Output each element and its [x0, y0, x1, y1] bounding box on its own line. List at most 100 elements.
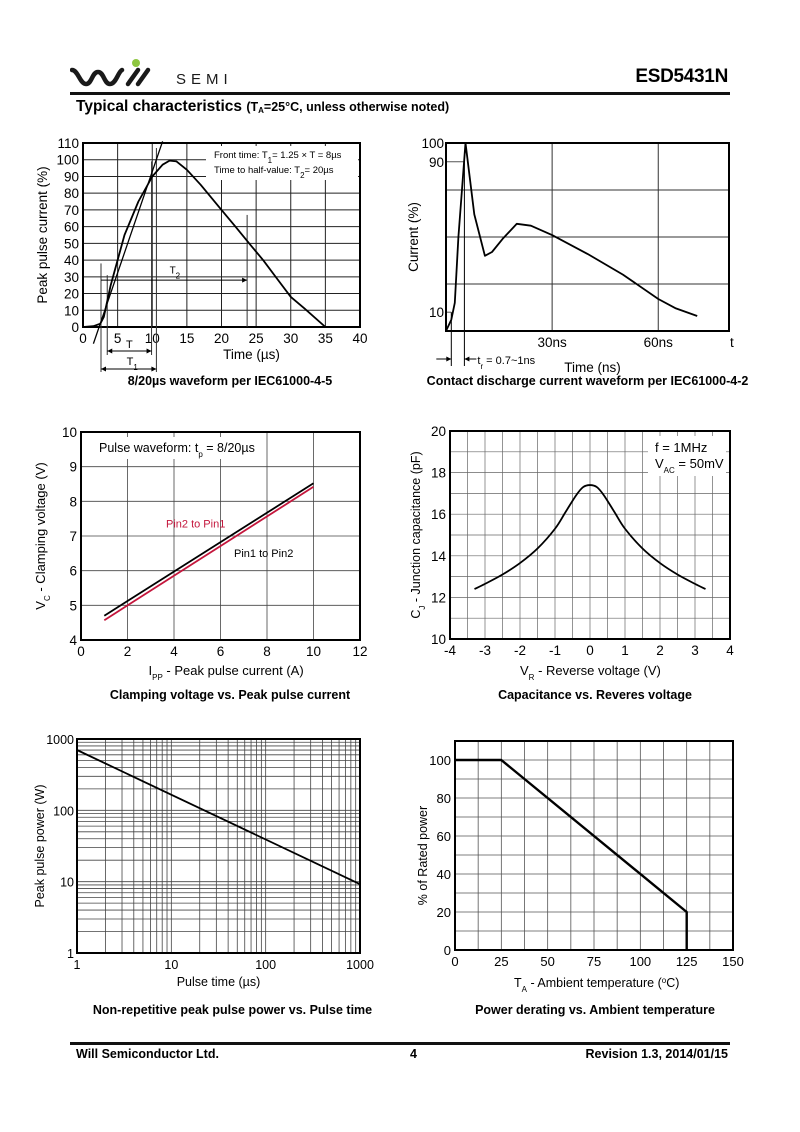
y-tick-label: 4 [69, 633, 77, 648]
y-tick-label: 10 [429, 305, 444, 320]
plot-frame [454, 740, 734, 951]
plot-frame [82, 142, 361, 328]
x-tick-label: -2 [514, 643, 526, 658]
annotation-pulse-waveform: Pulse waveform: tp = 8/20µs [99, 441, 255, 459]
x-tick-label: 35 [318, 331, 333, 346]
y-tick-label: 20 [437, 905, 451, 920]
y-tick-label: 5 [69, 598, 77, 613]
x-tick-label: 8 [263, 644, 271, 659]
x-tick-label: 1 [74, 958, 81, 972]
caption-capacitance: Capacitance vs. Reveres voltage [498, 688, 692, 702]
x-tick-label: 20 [214, 331, 229, 346]
y-axis-label: Peak pulse power (W) [33, 785, 47, 908]
series-ppk [76, 749, 361, 886]
y-tick-label: 100 [429, 753, 451, 768]
y-tick-label: 90 [64, 169, 79, 184]
y-tick-label: 10 [431, 632, 446, 647]
section-condition: (TA=25°C, unless otherwise noted) [246, 100, 450, 115]
arrow-t-head-right [146, 348, 152, 354]
x-tick-label: -4 [444, 643, 456, 658]
x-tick-label: 1000 [346, 958, 374, 972]
x-tick-label: 0 [77, 644, 85, 659]
x-tick-label: 60ns [644, 335, 674, 350]
x-tick-label: 15 [179, 331, 194, 346]
x-tick-label: 2 [656, 643, 664, 658]
x-tick-label: 10 [164, 958, 178, 972]
legend-label-pin1-to-pin2: Pin1 to Pin2 [234, 548, 293, 560]
logo-wave-icon [70, 67, 125, 87]
logo-text: SEMI [176, 71, 233, 88]
x-tick-label: 30 [283, 331, 298, 346]
will-semi-logo: SEMI [70, 59, 233, 88]
y-tick-label: 50 [64, 236, 79, 251]
x-tick-label: 5 [114, 331, 122, 346]
y-tick-label: 60 [437, 829, 451, 844]
annotation-vac: VAC = 50mV [655, 456, 724, 475]
plot-frame [80, 431, 361, 641]
y-tick-label: 8 [69, 494, 77, 509]
section-title: Typical characteristics (TA=25°C, unless… [76, 98, 449, 116]
x-tick-label: 100 [255, 958, 276, 972]
annotation-background [206, 146, 358, 180]
footer-page-number: 4 [410, 1047, 417, 1061]
y-tick-label: 80 [437, 791, 451, 806]
y-tick-label: 40 [437, 867, 451, 882]
x-tick-label: t [730, 335, 734, 350]
series-derating [455, 758, 688, 950]
y-tick-label: 0 [71, 320, 79, 335]
x-axis-label: Time (ns) [564, 360, 621, 375]
x-tick-label: 0 [586, 643, 594, 658]
x-tick-label: 10 [306, 644, 321, 659]
series-pin2-to-pin1 [103, 486, 314, 621]
annotation-half-value: Time to half-value: T2= 20µs [214, 165, 334, 180]
x-axis-label: IPP - Peak pulse current (A) [149, 663, 304, 682]
y-tick-label: 90 [429, 155, 444, 170]
tr-arrow-right-head [464, 356, 470, 362]
footer-divider [70, 1042, 730, 1045]
chart-power-derating: 0 25 50 75 100 125 150 0 20 40 60 80 100 TA - Ambient… [416, 740, 744, 994]
label-t: T [126, 339, 133, 351]
caption-esd-contact-discharge: Contact discharge current waveform per I… [426, 374, 749, 388]
x-tick-label: 75 [587, 954, 601, 969]
y-axis-label: CJ - Junction capacitance (pF) [409, 451, 427, 618]
series-current [445, 142, 698, 332]
y-tick-label: 12 [431, 590, 446, 605]
x-tick-label: 10 [145, 331, 160, 346]
x-tick-label: 0 [451, 954, 458, 969]
plot-frame [445, 142, 730, 332]
y-tick-label: 10 [62, 425, 77, 440]
y-tick-label: 7 [69, 529, 77, 544]
y-tick-label: 6 [69, 564, 77, 579]
plot-frame [449, 430, 731, 640]
arrow-t-head-left [107, 348, 113, 354]
caption-waveform-8-20: 8/20µs waveform per IEC61000-4-5 [127, 374, 333, 388]
chart-peak-pulse-power: 1 10 100 1000 1 10 100 1000 Pulse time (µs) Peak … [33, 733, 374, 989]
annotation-rise-time: tr = 0.7~1ns [477, 355, 535, 371]
y-tick-label: 10 [60, 876, 74, 890]
y-tick-label: 20 [64, 287, 79, 302]
y-tick-label: 18 [431, 466, 446, 481]
x-tick-label: -3 [479, 643, 491, 658]
x-axis-label: Time (µs) [223, 347, 280, 362]
x-tick-label: -1 [549, 643, 561, 658]
x-tick-label: 25 [494, 954, 508, 969]
y-tick-label: 0 [444, 943, 451, 958]
header-divider [70, 92, 730, 95]
logo-dot-icon [132, 59, 140, 67]
y-tick-label: 14 [431, 549, 447, 564]
label-t2: T2 [170, 265, 181, 280]
y-tick-label: 30 [64, 270, 79, 285]
part-number: ESD5431N [635, 66, 728, 87]
x-tick-label: 100 [629, 954, 651, 969]
label-t1: T1 [127, 356, 139, 372]
footer-company: Will Semiconductor Ltd. [76, 1047, 219, 1061]
x-tick-label: 2 [124, 644, 132, 659]
y-axis-label: % of Rated power [416, 806, 430, 905]
x-tick-label: 3 [691, 643, 699, 658]
y-tick-label: 20 [431, 424, 446, 439]
y-tick-label: 10 [64, 303, 79, 318]
footer-revision: Revision 1.3, 2014/01/15 [585, 1047, 728, 1061]
